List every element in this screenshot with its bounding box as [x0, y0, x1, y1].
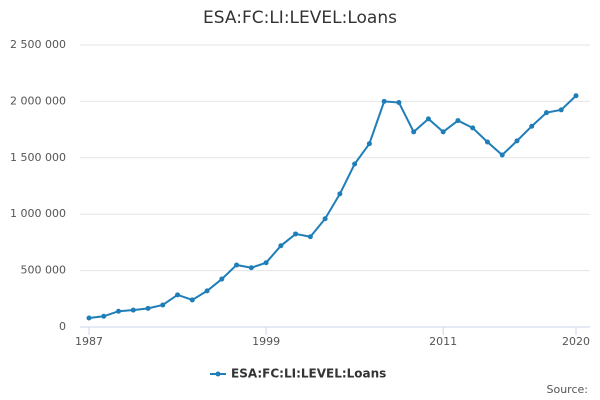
- y-tick-label: 2 000 000: [10, 94, 66, 107]
- data-point: [307, 234, 313, 240]
- chart-title: ESA:FC:LI:LEVEL:Loans: [203, 8, 397, 28]
- data-point: [175, 292, 181, 298]
- data-point: [145, 305, 151, 311]
- data-point: [337, 191, 343, 197]
- data-point: [130, 307, 136, 313]
- source-label: Source:: [547, 383, 589, 396]
- data-point: [293, 231, 299, 237]
- data-point: [470, 125, 476, 131]
- data-point: [425, 116, 431, 122]
- data-point: [219, 276, 225, 282]
- data-point: [352, 161, 358, 167]
- data-point: [248, 265, 254, 271]
- data-point: [101, 313, 107, 319]
- data-point: [411, 129, 417, 135]
- data-point: [234, 262, 240, 268]
- data-point: [529, 123, 535, 129]
- data-point: [514, 138, 520, 144]
- y-tick-label: 0: [59, 320, 66, 333]
- x-tick-label: 1987: [75, 335, 103, 348]
- y-tick-label: 1 000 000: [10, 207, 66, 220]
- x-tick-label: 1999: [252, 335, 280, 348]
- data-point: [189, 297, 195, 303]
- data-point: [558, 107, 564, 113]
- data-point: [322, 216, 328, 222]
- x-tick-label: 2011: [429, 335, 457, 348]
- data-point: [160, 302, 166, 308]
- data-point: [263, 260, 269, 266]
- data-point: [366, 141, 372, 147]
- data-point: [396, 100, 402, 106]
- data-point: [86, 315, 92, 321]
- y-tick-label: 2 500 000: [10, 38, 66, 51]
- data-point: [573, 93, 579, 99]
- data-line: [88, 95, 577, 319]
- data-point: [484, 139, 490, 145]
- x-tick-label: 2020: [562, 335, 590, 348]
- data-point: [381, 98, 387, 104]
- data-point: [116, 308, 122, 314]
- y-tick-label: 500 000: [21, 264, 67, 277]
- legend-marker: [215, 371, 221, 377]
- data-point: [543, 110, 549, 116]
- data-point: [499, 152, 505, 158]
- y-tick-label: 1 500 000: [10, 151, 66, 164]
- data-point: [455, 118, 461, 124]
- data-point: [440, 129, 446, 135]
- data-point: [204, 288, 210, 294]
- legend-label: ESA:FC:LI:LEVEL:Loans: [231, 367, 386, 381]
- data-point: [278, 243, 284, 249]
